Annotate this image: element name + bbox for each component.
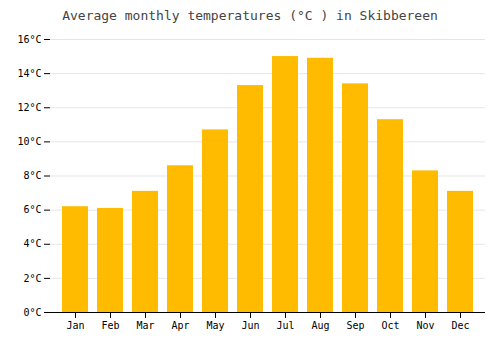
- svg-text:Nov: Nov: [416, 320, 434, 331]
- svg-text:May: May: [206, 320, 224, 331]
- svg-text:Mar: Mar: [136, 320, 154, 331]
- svg-text:4°C: 4°C: [23, 238, 41, 249]
- svg-text:16°C: 16°C: [17, 34, 41, 45]
- svg-text:Feb: Feb: [101, 320, 119, 331]
- svg-text:14°C: 14°C: [17, 68, 41, 79]
- svg-text:2°C: 2°C: [23, 273, 41, 284]
- svg-text:Jan: Jan: [66, 320, 84, 331]
- html-text:Average monthly temperatures (: Average monthly temperatures (°C ) in Sk…: [62, 8, 438, 23]
- svg-text:8°C: 8°C: [23, 170, 41, 181]
- svg-text:Jul: Jul: [276, 320, 294, 331]
- svg-text:Apr: Apr: [171, 320, 189, 331]
- svg-text:0°C: 0°C: [23, 307, 41, 318]
- svg-text:Aug: Aug: [311, 320, 329, 331]
- svg-text:12°C: 12°C: [17, 102, 41, 113]
- svg-text:Sep: Sep: [346, 320, 364, 331]
- svg-text:Oct: Oct: [381, 320, 399, 331]
- svg-text:Dec: Dec: [451, 320, 469, 331]
- svg-text:10°C: 10°C: [17, 136, 41, 147]
- svg-text:Jun: Jun: [241, 320, 259, 331]
- svg-text:6°C: 6°C: [23, 204, 41, 215]
